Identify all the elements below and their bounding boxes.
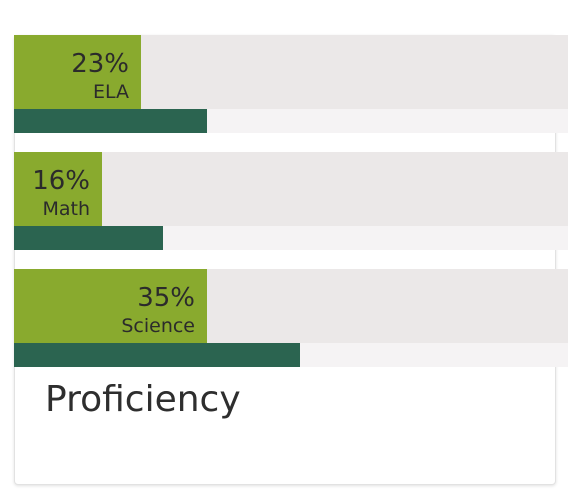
- bar-proficiency-science: 35% Science: [14, 269, 207, 343]
- bar-proficiency-ela: 23% ELA: [14, 35, 141, 109]
- chart-title: Proficiency: [45, 379, 241, 420]
- bar-comparison-ela: [14, 109, 207, 133]
- value-label-math: 16%: [32, 166, 90, 196]
- bar-track-top: [14, 152, 568, 226]
- value-label-science: 35%: [137, 283, 195, 313]
- bar-row-science: 35% Science: [14, 269, 586, 367]
- value-label-ela: 23%: [71, 49, 129, 79]
- category-label-ela: ELA: [92, 81, 129, 103]
- bar-row-ela: 23% ELA: [14, 35, 586, 133]
- bar-rows: 23% ELA 16% Math 35% Science: [14, 35, 586, 386]
- category-label-science: Science: [121, 315, 195, 337]
- bar-comparison-math: [14, 226, 163, 250]
- bar-row-math: 16% Math: [14, 152, 586, 250]
- bar-comparison-science: [14, 343, 300, 367]
- bar-proficiency-math: 16% Math: [14, 152, 102, 226]
- category-label-math: Math: [42, 198, 90, 220]
